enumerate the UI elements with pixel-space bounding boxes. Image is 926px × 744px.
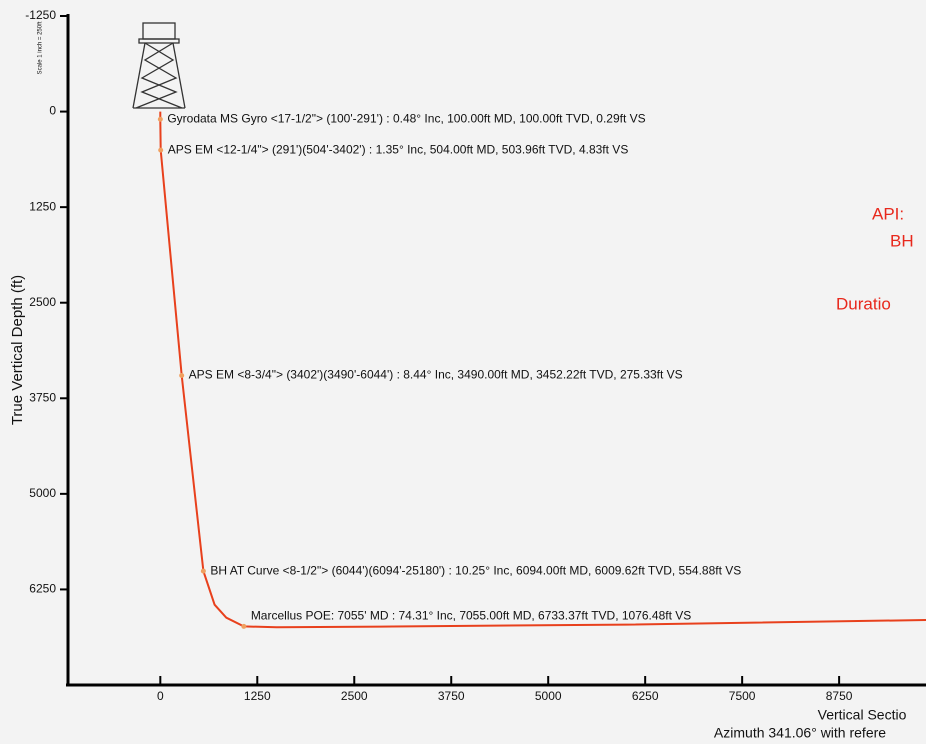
- survey-point: [179, 373, 185, 379]
- annotation: Gyrodata MS Gyro <17-1/2"> (100'-291') :…: [167, 111, 645, 125]
- scale-note: Scale 1 inch = 250ft: [38, 21, 44, 74]
- y-axis-label: True Vertical Depth (ft): [9, 275, 26, 425]
- side-text: Duratio: [836, 294, 891, 313]
- annotation: APS EM <8-3/4"> (3402')(3490'-6044') : 8…: [189, 368, 683, 382]
- x-tick-label: 5000: [535, 689, 562, 703]
- annotation: Marcellus POE: 7055' MD : 74.31° Inc, 70…: [251, 609, 691, 623]
- y-tick-label: 5000: [29, 486, 56, 500]
- y-tick-label: 3750: [29, 390, 56, 404]
- x-tick-label: 3750: [438, 689, 465, 703]
- side-text: BH: [890, 231, 914, 250]
- survey-point: [200, 568, 206, 574]
- y-tick-label: 2500: [29, 295, 56, 309]
- annotation: APS EM <12-1/4"> (291')(504'-3402') : 1.…: [168, 142, 629, 156]
- y-tick-label: -1250: [25, 8, 56, 22]
- x-tick-label: 6250: [632, 689, 659, 703]
- y-tick-label: 0: [49, 104, 56, 118]
- x-tick-label: 7500: [729, 689, 756, 703]
- survey-point: [241, 623, 247, 629]
- x-tick-label: 2500: [341, 689, 368, 703]
- x-tick-label: 0: [157, 689, 164, 703]
- well-path: [159, 111, 926, 629]
- x-tick-label: 1250: [244, 689, 271, 703]
- survey-point: [157, 116, 163, 122]
- survey-point: [158, 147, 164, 153]
- y-tick-label: 1250: [29, 199, 56, 213]
- x-axis-label: Vertical Sectio: [818, 707, 907, 723]
- x-axis-sublabel: Azimuth 341.06° with refere: [714, 725, 886, 741]
- side-text: API:: [872, 204, 904, 223]
- annotation: BH AT Curve <8-1/2"> (6044')(6094'-25180…: [210, 563, 741, 577]
- x-tick-label: 8750: [826, 689, 853, 703]
- derrick-icon: [132, 22, 186, 109]
- y-tick-label: 6250: [29, 582, 56, 596]
